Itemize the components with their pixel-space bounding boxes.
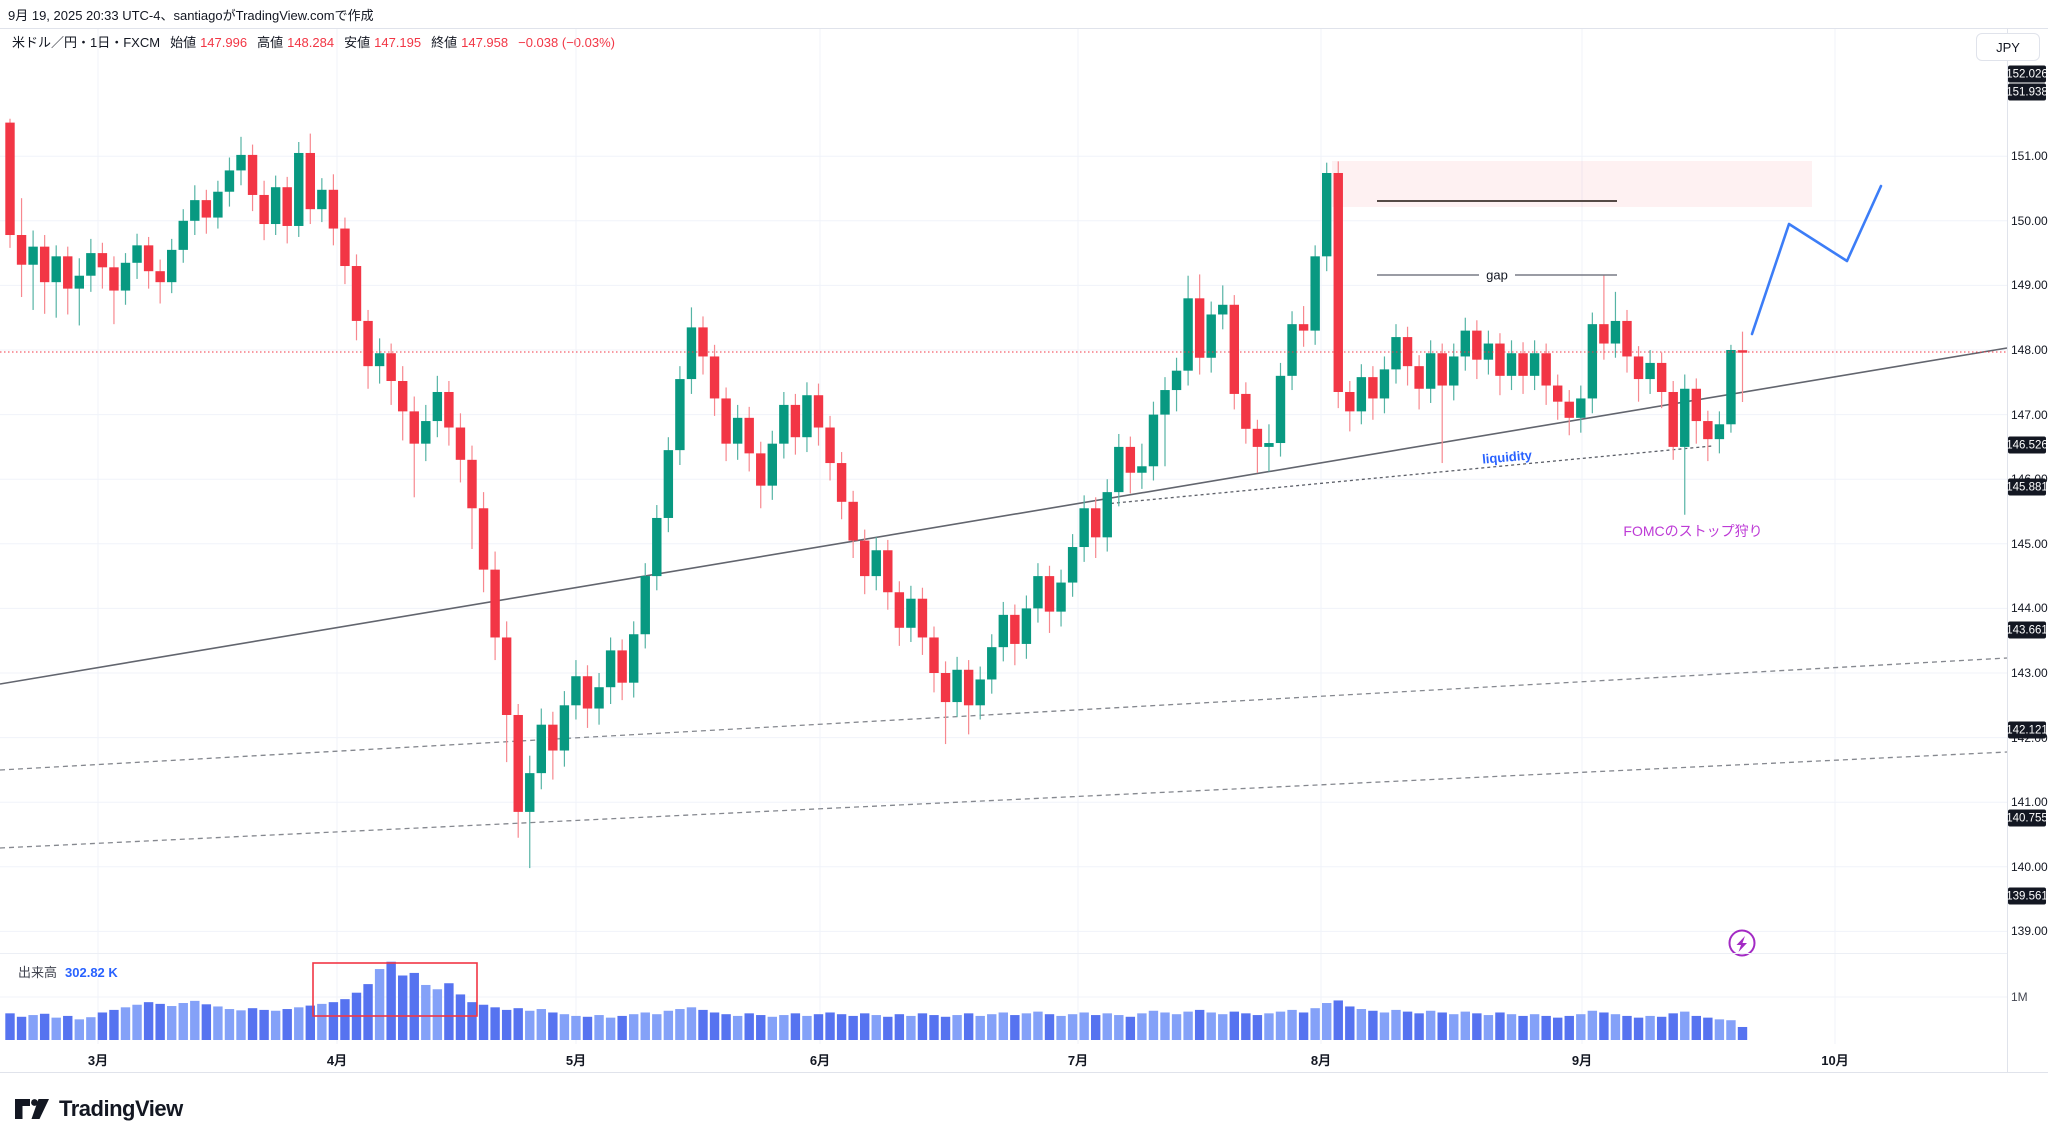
tradingview-logo-icon xyxy=(15,1099,49,1119)
time-axis-month-label: 8月 xyxy=(1310,1053,1332,1068)
price-axis-badge: 145.881 xyxy=(2006,478,2048,496)
gap-annotation-label[interactable]: gap xyxy=(1483,267,1511,283)
price-axis-label: 147.000 xyxy=(2011,407,2048,422)
volume-value: 302.82 K xyxy=(65,965,118,980)
drawings-over-layer xyxy=(0,184,2007,353)
volume-scale-label: 1M xyxy=(2011,990,2028,1004)
price-axis-badge: 152.026 xyxy=(2006,65,2048,83)
close-value: 147.958 xyxy=(461,35,509,50)
attribution-text: 9月 19, 2025 20:33 UTC-4、santiagoがTrading… xyxy=(8,8,374,23)
drawings-under-layer xyxy=(0,161,2008,849)
lightning-icon[interactable] xyxy=(1728,929,1756,957)
price-axis-label: 145.000 xyxy=(2011,536,2048,551)
price-axis-badge: 151.938 xyxy=(2006,83,2048,101)
tradingview-logo[interactable]: TradingView xyxy=(14,1096,183,1122)
price-axis-badge: 143.661 xyxy=(2006,621,2048,639)
price-axis-label: 148.000 xyxy=(2011,343,2048,357)
price-axis-label: 141.000 xyxy=(2011,795,2048,810)
top-divider xyxy=(0,28,2048,29)
price-axis-badge: 142.121 xyxy=(2006,721,2048,739)
low-label: 安値 xyxy=(344,35,371,50)
open-value: 147.996 xyxy=(200,35,248,50)
open-label: 始値 xyxy=(170,35,197,50)
volume-legend: 出来高 302.82 K xyxy=(18,962,118,981)
price-axis-badge: 140.755 xyxy=(2006,809,2048,827)
symbol-legend[interactable]: 米ドル／円・1日・FXCM 始値 147.996 高値 148.284 安値 147.195… xyxy=(12,32,619,51)
time-axis-month-label: 5月 xyxy=(565,1053,587,1068)
time-axis-month-label: 6月 xyxy=(809,1053,831,1068)
price-axis-label: 151.000 xyxy=(2011,149,2048,164)
high-value: 148.284 xyxy=(287,35,335,50)
time-axis-month-label: 4月 xyxy=(326,1053,348,1068)
low-value: 147.195 xyxy=(374,35,422,50)
tradingview-logo-text: TradingView xyxy=(59,1096,183,1121)
price-axis-badge: 139.561 xyxy=(2006,887,2048,905)
time-axis-month-label: 10月 xyxy=(1821,1053,1849,1068)
price-axis-badge: 146.526 xyxy=(2006,436,2048,454)
change-value: −0.038 (−0.03%) xyxy=(518,35,615,50)
price-axis-label: 139.000 xyxy=(2011,924,2048,939)
volume-highlight-box[interactable] xyxy=(312,962,478,1017)
close-label: 終値 xyxy=(431,35,458,50)
price-axis-label: 150.000 xyxy=(2011,213,2048,228)
price-axis-border xyxy=(2007,29,2008,1072)
price-axis-label: 143.000 xyxy=(2011,666,2048,680)
time-axis-month-label: 3月 xyxy=(87,1053,109,1068)
price-axis-label: 144.000 xyxy=(2011,601,2048,616)
candles-layer xyxy=(5,118,1748,869)
high-label: 高値 xyxy=(257,35,284,50)
currency-axis-button[interactable]: JPY xyxy=(1976,33,2040,61)
volume-label: 出来高 xyxy=(18,965,58,980)
price-axis-label: 149.000 xyxy=(2011,278,2048,293)
price-axis-label: 140.000 xyxy=(2011,859,2048,874)
volume-layer xyxy=(5,961,1748,1040)
time-axis-month-label: 7月 xyxy=(1067,1053,1089,1068)
symbol-title: 米ドル／円・1日・FXCM xyxy=(12,35,161,50)
fomc-annotation-label[interactable]: FOMCのストップ狩り xyxy=(1623,523,1763,539)
time-axis-border xyxy=(0,1072,2048,1073)
time-axis-month-label: 9月 xyxy=(1571,1053,1593,1068)
pane-separator[interactable] xyxy=(0,953,2007,954)
